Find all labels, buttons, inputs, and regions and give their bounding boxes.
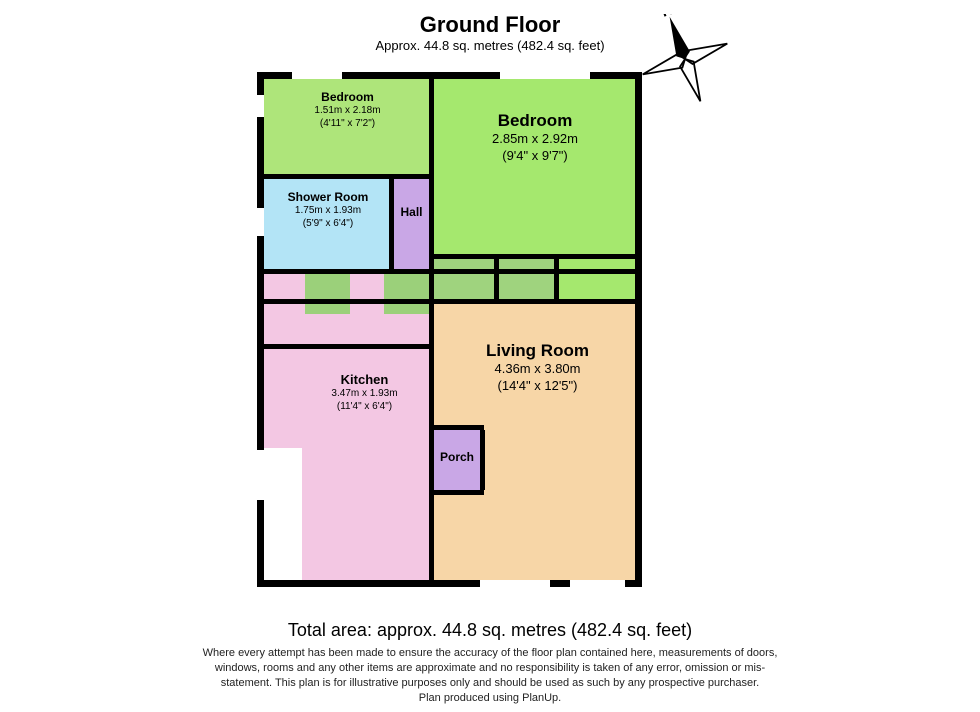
label-shower_room: Shower Room1.75m x 1.93m(5'9" x 6'4") xyxy=(269,190,387,230)
floor-title: Ground Floor xyxy=(0,12,980,38)
disclaimer: Where every attempt has been made to ens… xyxy=(80,646,900,705)
label-bedroom_small: Bedroom1.51m x 2.18m(4'11" x 7'2") xyxy=(280,90,415,130)
label-kitchen: Kitchen3.47m x 1.93m(11'4" x 6'4") xyxy=(302,372,427,413)
label-hall_top: Hall xyxy=(389,205,434,220)
wall xyxy=(434,490,484,495)
wall xyxy=(434,425,484,430)
label-bedroom_main: Bedroom2.85m x 2.92m(9'4" x 9'7") xyxy=(445,110,625,164)
total-area: Total area: approx. 44.8 sq. metres (482… xyxy=(0,620,980,641)
wall xyxy=(264,344,429,349)
wall xyxy=(389,179,394,274)
room-bedroom_main xyxy=(434,79,635,254)
window xyxy=(257,208,264,236)
room-alcove_left xyxy=(305,274,350,314)
label-living: Living Room4.36m x 3.80m(14'4" x 12'5") xyxy=(450,340,625,394)
wall xyxy=(264,174,434,179)
window xyxy=(257,95,264,117)
window xyxy=(257,450,264,500)
wall xyxy=(264,269,635,274)
room-kitchen_counter xyxy=(264,448,302,580)
label-porch: Porch xyxy=(432,450,482,465)
room-closet_c xyxy=(559,259,635,299)
floor-subtitle: Approx. 44.8 sq. metres (482.4 sq. feet) xyxy=(0,38,980,53)
compass-icon: N xyxy=(640,14,730,104)
wall xyxy=(429,304,434,580)
window xyxy=(480,580,550,587)
window xyxy=(570,580,625,587)
wall xyxy=(264,299,635,304)
room-alcove_right xyxy=(384,274,429,314)
svg-text:N: N xyxy=(659,14,676,21)
window xyxy=(292,72,342,79)
room-closet_b xyxy=(499,259,554,299)
wall xyxy=(494,259,499,299)
wall xyxy=(554,259,559,299)
room-hall_top xyxy=(394,179,429,269)
wall xyxy=(434,254,635,259)
room-closet_a xyxy=(434,259,494,299)
window xyxy=(500,72,590,79)
